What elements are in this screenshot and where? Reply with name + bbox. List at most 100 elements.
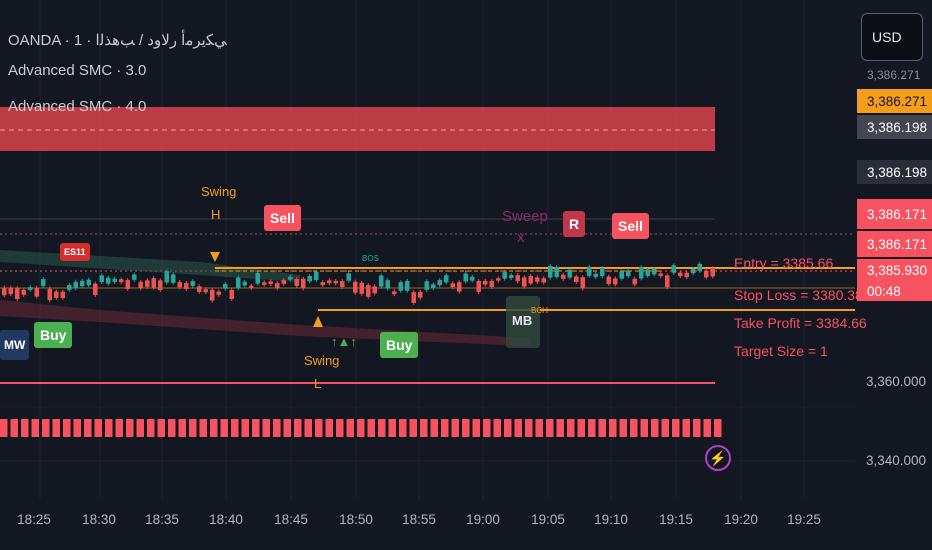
red-block (31, 419, 39, 437)
time-label-1835: 18:35 (145, 512, 179, 527)
price-level-3360: 3,360.000 (866, 374, 927, 389)
red-block (52, 419, 60, 437)
red-block (399, 419, 407, 437)
symbol-legend[interactable]: OANDA · 1 · ﻲﻜﻳﺮﻣﺃ ﺭﻻﻭﺩ / ﺐﻫﺬﻟﺍ (8, 32, 227, 49)
red-block (619, 419, 627, 437)
buy-arrows: ↑▲↑ (331, 334, 357, 349)
red-block (346, 419, 354, 437)
red-block (115, 419, 123, 437)
red-block (231, 419, 239, 437)
red-block (262, 419, 270, 437)
es-signal[interactable]: ES11 (60, 243, 90, 261)
red-block (63, 419, 71, 437)
time-label-1840: 18:40 (209, 512, 243, 527)
time-label-1825: 18:25 (17, 512, 51, 527)
price-level-3340: 3,340.000 (866, 453, 927, 468)
red-block (0, 419, 8, 437)
red-block (241, 419, 249, 437)
red-block (336, 419, 344, 437)
red-block (472, 419, 480, 437)
red-block (84, 419, 92, 437)
red-histogram-blocks (0, 419, 722, 437)
buy-signal-2[interactable]: Buy (380, 332, 419, 358)
red-block (147, 419, 155, 437)
price-tag-orange: 3,386.271 (857, 89, 932, 113)
red-block (136, 419, 144, 437)
red-block (651, 419, 659, 437)
time-label-1920: 19:20 (724, 512, 758, 527)
red-block (703, 419, 711, 437)
red-block (483, 419, 491, 437)
price-tag-red-1: 3,386.171 (857, 199, 932, 229)
sell-signal-1[interactable]: Sell (264, 205, 301, 231)
red-block (178, 419, 186, 437)
time-label-1845: 18:45 (274, 512, 308, 527)
price-tag-gray-1: 3,386.198 (857, 115, 932, 139)
red-block (10, 419, 18, 437)
red-block (462, 419, 470, 437)
time-label-1905: 19:05 (531, 512, 565, 527)
red-block (157, 419, 165, 437)
red-block (378, 419, 386, 437)
entry-label: Entry = 3385.66 (734, 255, 834, 271)
red-block (168, 419, 176, 437)
red-block (273, 419, 281, 437)
red-block (609, 419, 617, 437)
red-block (304, 419, 312, 437)
indicator-legend-2[interactable]: Advanced SMC · 4.0 (8, 98, 147, 115)
sell-signal-2[interactable]: Sell (612, 213, 649, 239)
red-block (94, 419, 102, 437)
target-size-label: Target Size = 1 (734, 343, 828, 359)
take-profit-label: Take Profit = 3384.66 (734, 315, 867, 331)
time-label-1830: 18:30 (82, 512, 116, 527)
swing-high-h: H (211, 207, 221, 222)
red-block (357, 419, 365, 437)
currency-button[interactable]: USD (861, 13, 923, 61)
red-block (504, 419, 512, 437)
time-label-1915: 19:15 (659, 512, 693, 527)
red-block (430, 419, 438, 437)
price-tag-red-2: 3,386.171 (857, 231, 932, 257)
sweep-x: x (517, 229, 525, 246)
swing-high-label: Swing (201, 184, 237, 199)
countdown-tag: 00:48 (867, 283, 901, 299)
red-block (73, 419, 81, 437)
red-block (189, 419, 197, 437)
indicator-legend-1[interactable]: Advanced SMC · 3.0 (8, 62, 147, 79)
red-block (21, 419, 29, 437)
red-block (535, 419, 543, 437)
current-price: 3,385.930 (867, 263, 928, 278)
price-tag-partial: 3,386.271 (857, 67, 932, 83)
time-label-1855: 18:55 (402, 512, 436, 527)
red-block (105, 419, 113, 437)
time-label-1850: 18:50 (339, 512, 373, 527)
red-block (661, 419, 669, 437)
mb-box (506, 296, 540, 348)
red-block (525, 419, 533, 437)
lightning-bolt-icon[interactable]: ⚡ (705, 445, 731, 471)
mb-label: MB (512, 313, 533, 328)
red-block (493, 419, 501, 437)
sweep-label: Sweep (502, 208, 548, 225)
swing-low-label: Swing (304, 353, 340, 368)
red-block (283, 419, 291, 437)
red-block (409, 419, 417, 437)
buy-signal-1[interactable]: Buy (34, 322, 73, 348)
red-block (451, 419, 459, 437)
red-block (682, 419, 690, 437)
red-block (588, 419, 596, 437)
red-block (252, 419, 260, 437)
red-block (567, 419, 575, 437)
red-block (294, 419, 302, 437)
stop-loss-label: Stop Loss = 3380.38 (734, 287, 863, 303)
red-block (388, 419, 396, 437)
red-block (577, 419, 585, 437)
supply-zone (0, 107, 715, 151)
bch-label: BCH (531, 306, 548, 315)
mw-signal[interactable]: MW (0, 330, 30, 360)
red-block (630, 419, 638, 437)
candlestick-series (2, 261, 715, 305)
r-signal[interactable]: R (563, 211, 586, 237)
swing-high-marker (210, 252, 220, 262)
